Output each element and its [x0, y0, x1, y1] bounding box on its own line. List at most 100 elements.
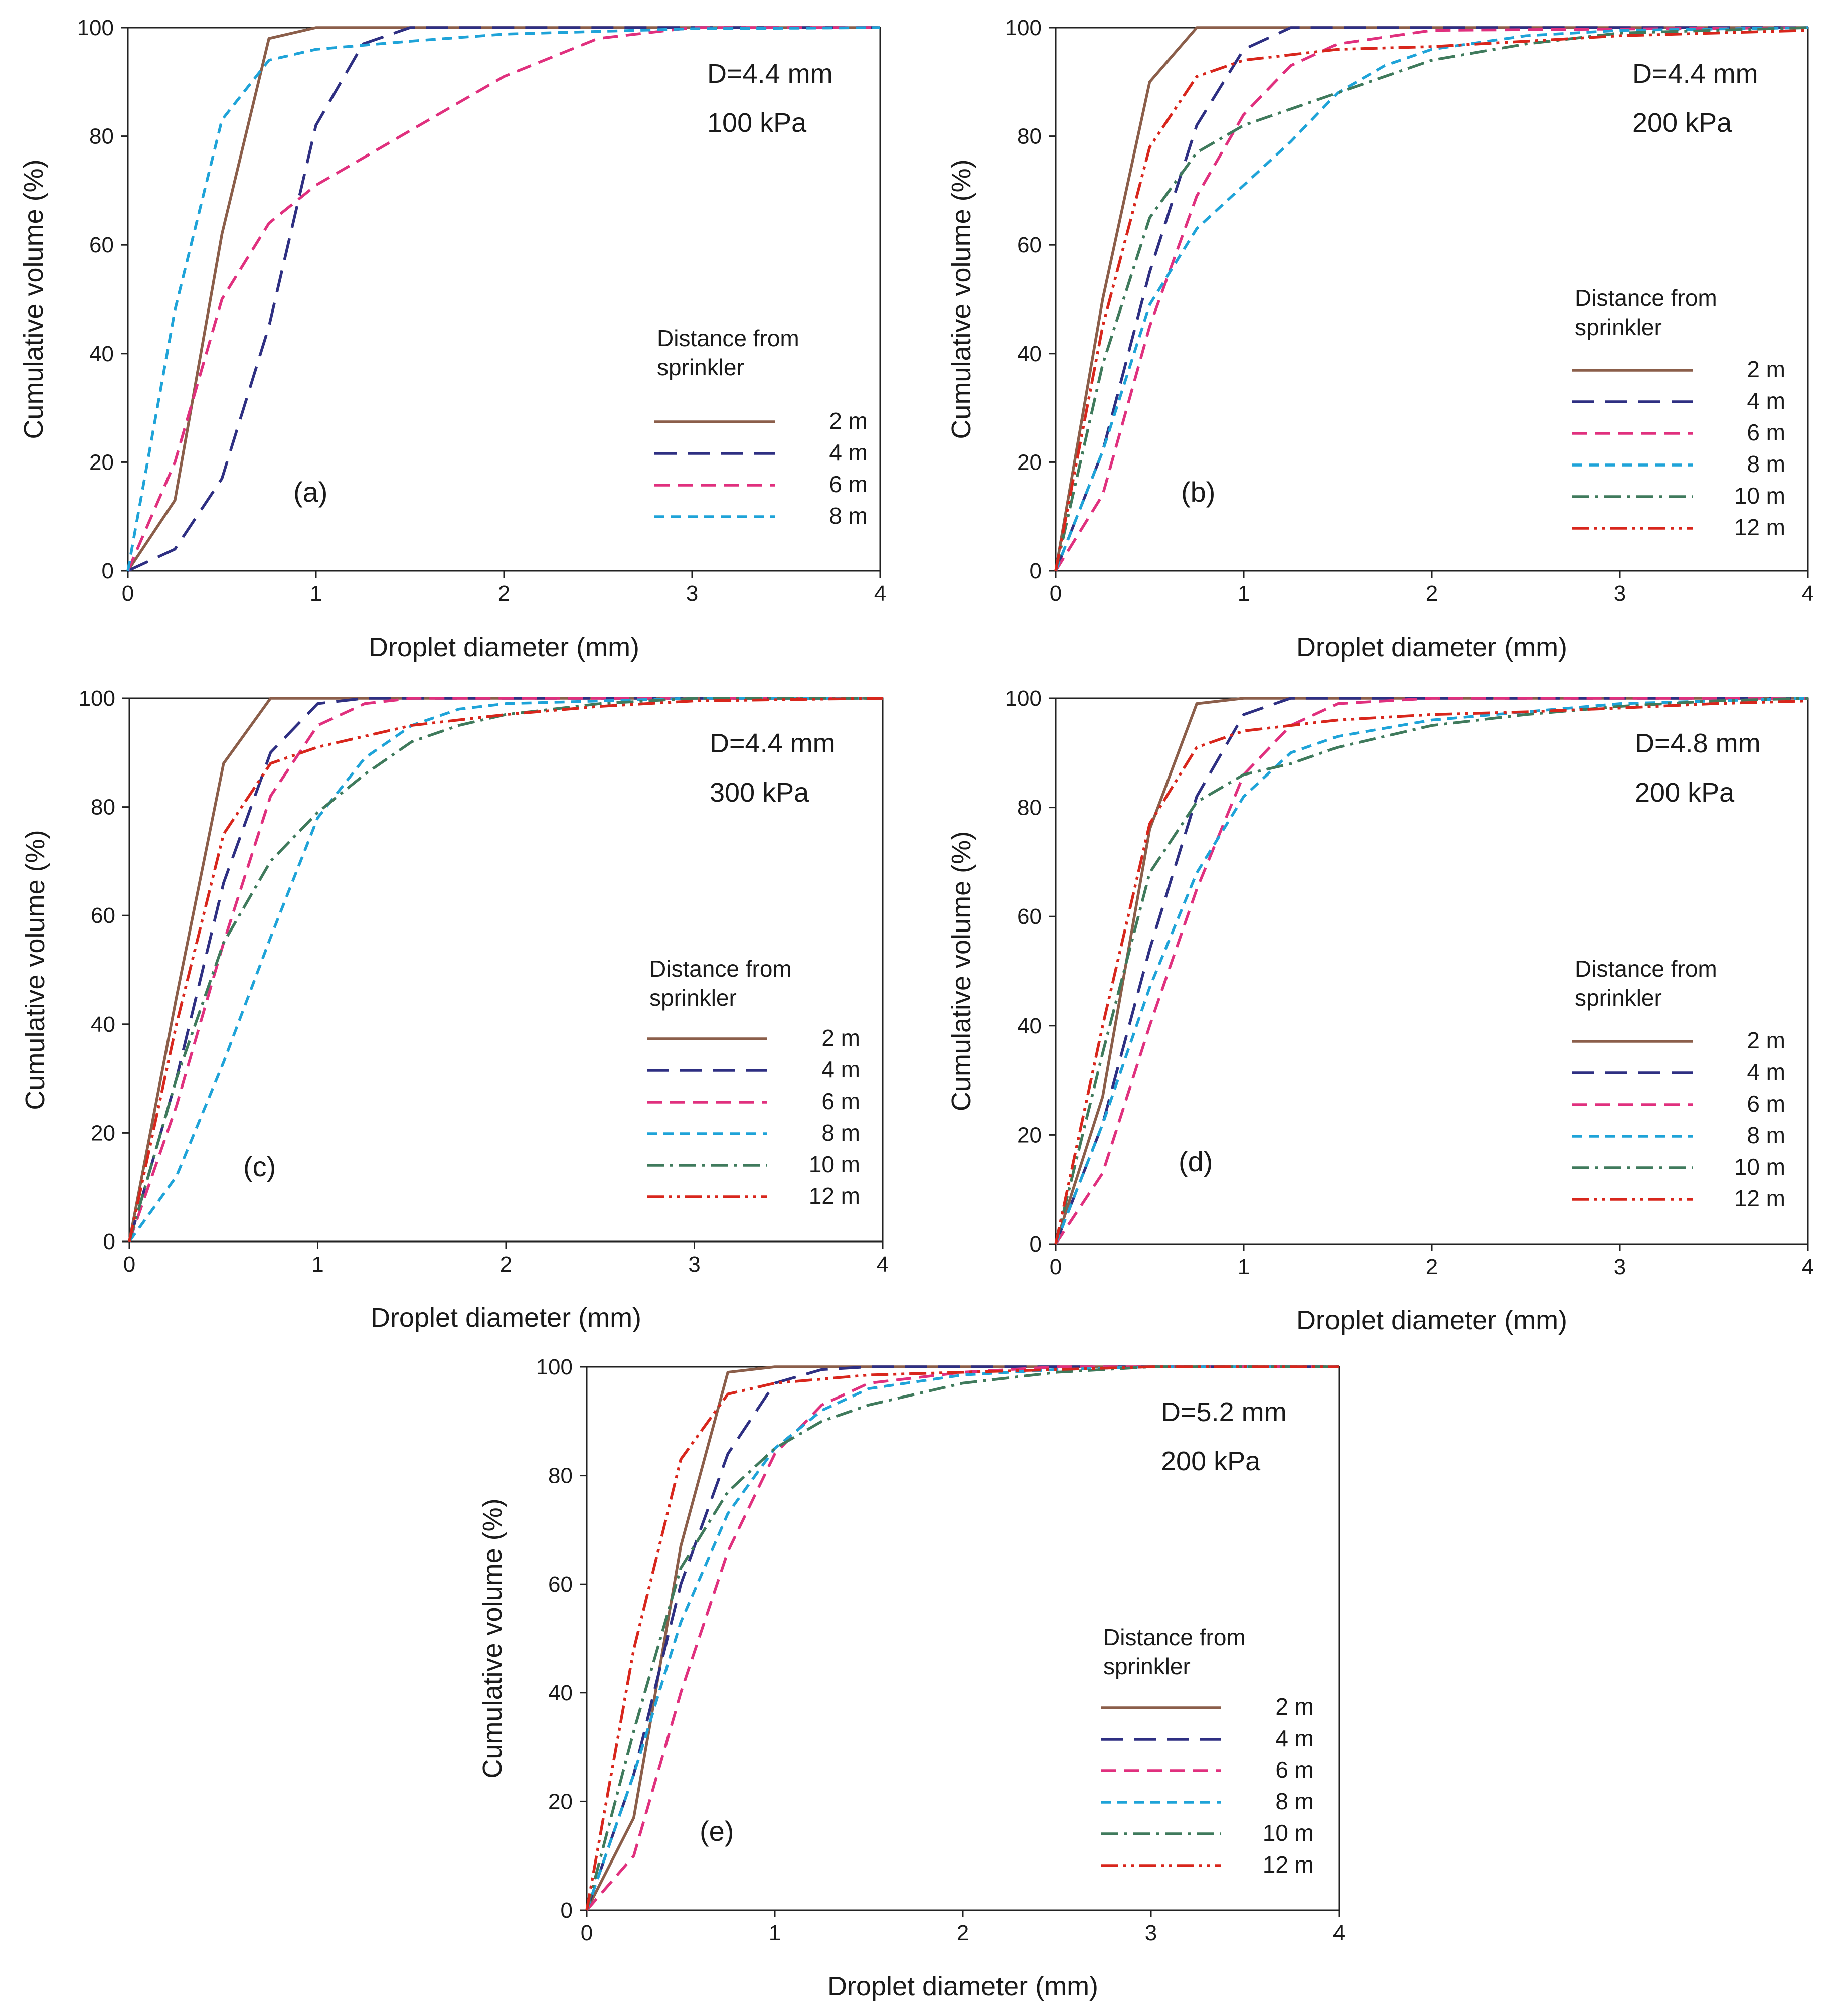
x-tick-label: 0: [122, 581, 134, 606]
legend-label-6m: 6 m: [1275, 1757, 1314, 1783]
series-line-10m: [128, 697, 883, 1242]
y-tick-label: 100: [1005, 16, 1042, 40]
series-line-6m: [126, 26, 880, 572]
legend-label-6m: 6 m: [1747, 419, 1785, 445]
series-line-2m: [585, 1365, 1339, 1911]
y-tick-label: 80: [1017, 796, 1042, 820]
legend-label-10m: 10 m: [1263, 1820, 1314, 1846]
series-line-12m: [1054, 699, 1808, 1245]
panel-letter: (a): [293, 476, 327, 508]
y-tick-label: 80: [89, 124, 114, 149]
pressure-label: 100 kPa: [707, 108, 807, 138]
legend: Distance from sprinkler 2 m 4 m 6 m 8 m 10 m 12…: [647, 956, 860, 1209]
legend-title: Distance from: [1575, 956, 1717, 982]
series-line-8m: [128, 697, 883, 1243]
legend-label-6m: 6 m: [829, 471, 868, 497]
pressure-label: 300 kPa: [710, 778, 809, 808]
x-tick-label: 4: [1333, 1921, 1345, 1945]
y-tick-label: 60: [1017, 904, 1042, 929]
series-line-4m: [1054, 697, 1808, 1245]
y-tick-label: 40: [89, 342, 114, 366]
x-tick-label: 4: [1802, 581, 1814, 606]
y-tick-label: 80: [1017, 124, 1042, 149]
y-tick-label: 60: [548, 1572, 573, 1597]
y-tick-label: 0: [103, 1229, 115, 1254]
series-line-8m: [1054, 26, 1808, 572]
legend-label-12m: 12 m: [1263, 1851, 1314, 1878]
y-tick-label: 20: [91, 1121, 115, 1145]
series-line-10m: [585, 1365, 1339, 1911]
legend-title: sprinkler: [649, 985, 737, 1011]
legend-title: Distance from: [1575, 285, 1717, 311]
panel-letter: (d): [1179, 1146, 1213, 1177]
legend-title: Distance from: [657, 325, 799, 351]
x-tick-label: 3: [686, 581, 698, 606]
x-tick-label: 2: [498, 581, 510, 606]
legend-title: sprinkler: [1575, 985, 1662, 1011]
legend-label-4m: 4 m: [1275, 1725, 1314, 1751]
x-axis-title: Droplet diameter (mm): [827, 1971, 1098, 2001]
y-tick-label: 60: [91, 903, 115, 928]
legend-label-12m: 12 m: [1734, 1185, 1785, 1211]
y-tick-label: 60: [1017, 233, 1042, 257]
x-tick-label: 1: [310, 581, 322, 606]
x-axis-title: Droplet diameter (mm): [371, 1303, 641, 1333]
legend-label-6m: 6 m: [1747, 1091, 1785, 1117]
series-line-8m: [585, 1365, 1339, 1911]
y-tick-label: 80: [91, 795, 115, 820]
x-tick-label: 1: [311, 1252, 323, 1277]
legend-label-2m: 2 m: [829, 408, 868, 434]
y-tick-label: 100: [536, 1355, 573, 1379]
pressure-label: 200 kPa: [1161, 1446, 1261, 1476]
legend: Distance from sprinkler 2 m 4 m 6 m 8 m 10 m 12…: [1572, 285, 1785, 540]
legend: Distance from sprinkler 2 m 4 m 6 m 8 m 10 m 12…: [1101, 1624, 1314, 1878]
y-tick-label: 20: [548, 1789, 573, 1814]
x-tick-label: 2: [1426, 581, 1438, 606]
nozzle-diameter-label: D=4.4 mm: [710, 728, 836, 758]
legend-label-2m: 2 m: [1275, 1693, 1314, 1720]
x-tick-label: 2: [500, 1252, 512, 1277]
legend-title: Distance from: [1103, 1624, 1246, 1650]
x-tick-label: 1: [1238, 1255, 1250, 1279]
x-tick-label: 1: [769, 1921, 781, 1945]
legend-label-10m: 10 m: [1734, 483, 1785, 509]
series-line-8m: [126, 26, 881, 571]
series-line-6m: [128, 697, 883, 1242]
x-tick-label: 1: [1238, 581, 1250, 606]
x-tick-label: 0: [581, 1921, 593, 1945]
legend-label-8m: 8 m: [821, 1120, 860, 1146]
pressure-label: 200 kPa: [1632, 108, 1732, 138]
series-line-8m: [1054, 697, 1808, 1245]
series-line-12m: [128, 697, 883, 1242]
y-axis-title: Cumulative volume (%): [946, 831, 976, 1111]
y-tick-label: 100: [1005, 686, 1042, 711]
nozzle-diameter-label: D=4.4 mm: [1632, 59, 1758, 89]
x-tick-label: 0: [1050, 581, 1062, 606]
y-tick-label: 80: [548, 1464, 573, 1488]
x-axis-title: Droplet diameter (mm): [1296, 1305, 1567, 1335]
legend-label-2m: 2 m: [821, 1025, 860, 1051]
legend-label-12m: 12 m: [809, 1183, 860, 1209]
y-tick-label: 60: [89, 233, 114, 257]
legend-label-10m: 10 m: [809, 1151, 860, 1177]
series-line-2m: [1054, 697, 1808, 1245]
y-tick-label: 40: [1017, 1014, 1042, 1038]
x-tick-label: 4: [874, 581, 886, 606]
legend-label-8m: 8 m: [829, 503, 868, 529]
y-tick-label: 40: [1017, 342, 1042, 366]
legend-title: sprinkler: [1575, 314, 1662, 340]
nozzle-diameter-label: D=4.8 mm: [1635, 728, 1761, 758]
nozzle-diameter-label: D=5.2 mm: [1161, 1397, 1287, 1427]
legend-label-8m: 8 m: [1747, 1122, 1785, 1148]
legend-label-2m: 2 m: [1747, 1027, 1785, 1053]
legend-title: Distance from: [649, 956, 792, 982]
nozzle-diameter-label: D=4.4 mm: [707, 59, 833, 89]
legend-label-10m: 10 m: [1734, 1154, 1785, 1180]
legend-label-6m: 6 m: [821, 1088, 860, 1114]
x-tick-label: 4: [877, 1252, 889, 1277]
